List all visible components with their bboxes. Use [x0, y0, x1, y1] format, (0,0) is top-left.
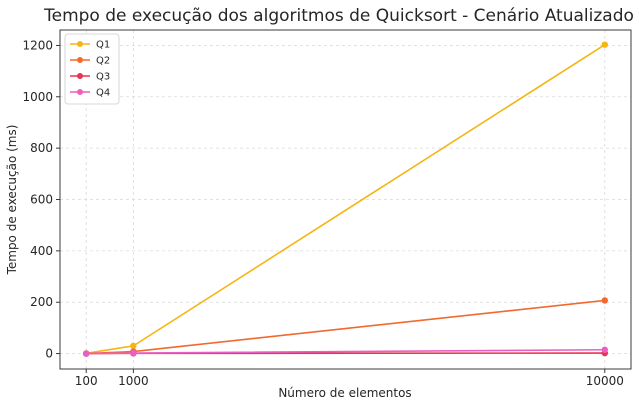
y-tick-label: 600: [30, 193, 53, 207]
x-tick-label: 10000: [586, 374, 624, 388]
ticks-layer: 100 1000 10000 0 200 400 600 800 1000 1200: [22, 38, 623, 388]
y-tick-label: 1200: [22, 38, 53, 52]
legend-swatch-marker: [77, 73, 83, 79]
data-point-q1: [130, 342, 137, 350]
legend-label: Q4: [96, 88, 110, 99]
y-axis-label: Tempo de execução (ms): [5, 125, 19, 276]
series-layer: [82, 41, 609, 357]
x-tick-label: 1000: [118, 374, 149, 388]
legend-swatch-marker: [77, 57, 83, 63]
series-line-q1: [86, 43, 606, 355]
legend-label: Q3: [96, 72, 110, 83]
legend-box: [64, 33, 120, 105]
legend-swatch-marker: [77, 41, 83, 47]
y-tick-label: 1000: [22, 90, 53, 104]
x-axis-label: Número de elementos: [278, 386, 411, 400]
y-tick-label: 200: [30, 295, 53, 309]
x-tick-label: 100: [75, 374, 98, 388]
y-tick-label: 0: [45, 347, 53, 361]
data-point-q1: [601, 41, 609, 48]
data-point-q4: [130, 349, 137, 357]
legend: Q1 Q2 Q3 Q4: [64, 33, 120, 105]
legend-label: Q2: [96, 56, 110, 67]
data-point-q4: [82, 350, 90, 357]
data-point-q2: [601, 297, 609, 304]
data-point-q4: [601, 346, 609, 353]
chart-title: Tempo de execução dos algoritmos de Quic…: [43, 6, 634, 26]
grid-layer: [60, 30, 631, 369]
legend-swatch-marker: [77, 89, 83, 95]
legend-label: Q1: [96, 40, 110, 51]
y-tick-label: 400: [30, 244, 53, 258]
y-tick-label: 800: [30, 141, 53, 155]
